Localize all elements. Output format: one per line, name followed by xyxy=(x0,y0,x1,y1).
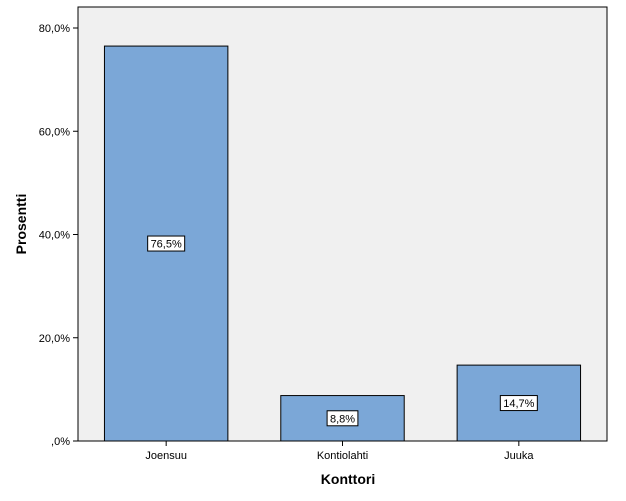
y-axis: ,0% 20,0% 40,0% 60,0% 80,0% xyxy=(39,23,78,448)
data-label-box xyxy=(499,395,538,412)
y-axis-title: Prosentti xyxy=(13,194,29,255)
y-tick-label: 60,0% xyxy=(39,126,70,138)
x-tick-label: Juuka xyxy=(504,450,534,462)
x-tick-label: Joensuu xyxy=(145,450,187,462)
bar-juuka xyxy=(456,364,582,442)
data-label: 8,8% xyxy=(330,413,355,425)
y-tick-label: 20,0% xyxy=(39,333,70,345)
x-axis: Joensuu Kontiolahti Juuka xyxy=(145,441,534,462)
x-axis-title: Konttori xyxy=(321,471,375,487)
y-tick-label: ,0% xyxy=(51,436,70,448)
x-tick-label: Kontiolahti xyxy=(317,450,368,462)
bars: 76,5% 8,8% 14,7% xyxy=(103,45,582,442)
data-label: 76,5% xyxy=(151,239,182,251)
y-tick-label: 40,0% xyxy=(39,230,70,242)
data-label-box xyxy=(326,410,359,427)
data-label: 14,7% xyxy=(503,398,534,410)
y-tick-label: 80,0% xyxy=(39,23,70,35)
data-label-box xyxy=(147,235,186,252)
